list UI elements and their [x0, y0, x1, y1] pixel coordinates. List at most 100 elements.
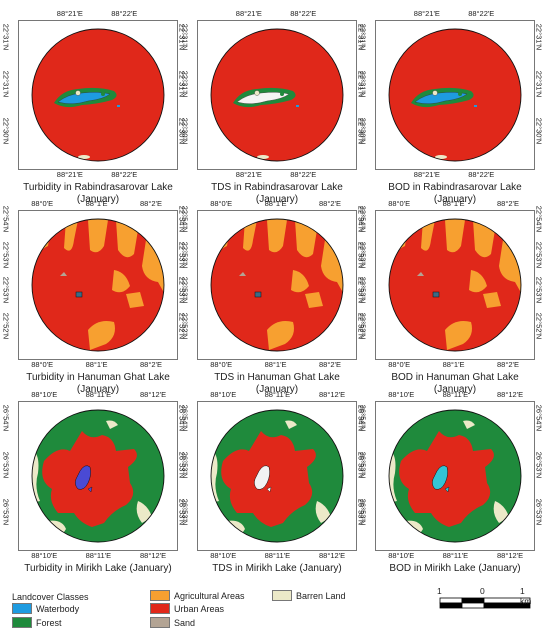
map-panel-r1-c1: 88°21'E 88°22'E 88°21'E 88°22'E 22°31'N 22°31…	[1, 9, 186, 202]
lat-tick-left: 26°53'N	[1, 451, 11, 478]
legend-item: Forest	[12, 617, 62, 628]
legend-title: Landcover Classes	[12, 592, 89, 602]
lon-tick-bottom: 88°21'E	[56, 170, 83, 179]
scale-label-right: 1 km	[520, 586, 532, 606]
legend-label: Waterbody	[36, 603, 80, 614]
lat-tick-left: 26°53'N	[358, 498, 368, 525]
lat-tick-left: 22°52'N	[1, 312, 11, 340]
lon-tick-top: 88°21'E	[413, 9, 440, 18]
lon-tick-bottom: 88°22'E	[290, 170, 317, 179]
lon-tick-top: 88°10'E	[210, 390, 237, 399]
landcover-map	[375, 401, 535, 551]
lat-tick-left: 22°53'N	[180, 241, 190, 268]
lat-tick-right: 26°54'N	[534, 404, 544, 432]
landcover-map	[197, 20, 357, 170]
lat-tick-left: 26°54'N	[1, 404, 11, 432]
lat-tick-left: 22°30'N	[180, 117, 190, 144]
legend-swatch	[150, 617, 170, 628]
lat-tick-right: 22°31'N	[534, 70, 544, 97]
lon-tick-top: 88°12'E	[497, 390, 524, 399]
lon-tick-top: 88°10'E	[31, 390, 58, 399]
map-caption: Turbidity in Hanuman Ghat Lake (January)	[26, 372, 170, 395]
lat-tick-left: 22°31'N	[358, 70, 368, 97]
landcover-map	[18, 20, 178, 170]
lat-tick-right: 22°53'N	[534, 277, 544, 304]
lon-tick-top: 88°2'E	[497, 199, 519, 208]
lat-tick-left: 22°30'N	[358, 117, 368, 144]
lat-tick-right: 22°52'N	[534, 312, 544, 340]
lat-tick-right: 26°53'N	[534, 498, 544, 525]
lat-tick-right: 22°30'N	[534, 117, 544, 144]
lon-tick-bottom: 88°0'E	[388, 360, 411, 369]
lon-tick-top: 88°12'E	[319, 390, 346, 399]
lon-tick-top: 88°0'E	[388, 199, 411, 208]
lon-tick-bottom: 88°0'E	[31, 360, 54, 369]
lon-tick-bottom: 88°11'E	[85, 551, 112, 560]
legend-item: Agricultural Areas	[150, 590, 245, 601]
map-caption: BOD in Rabindrasarovar Lake (January)	[388, 182, 522, 205]
map-panel-r2-c3: 88°0'E 88°1'E 88°2'E 88°0'E 88°1'E 88°2'E 22°5…	[358, 199, 543, 392]
lon-tick-top: 88°1'E	[442, 199, 465, 208]
legend-label: Forest	[36, 617, 62, 628]
lon-tick-top: 88°1'E	[85, 199, 108, 208]
map-panel-r3-c1: 88°10'E 88°11'E 88°12'E 88°10'E 88°11'E 88°12…	[1, 390, 186, 583]
lon-tick-bottom: 88°2'E	[140, 360, 162, 369]
landcover-map	[197, 401, 357, 551]
scale-label-zero: 0	[480, 586, 485, 596]
legend-swatch	[150, 603, 170, 614]
landcover-map	[18, 210, 178, 360]
landcover-map	[375, 210, 535, 360]
lat-tick-left: 22°54'N	[1, 205, 11, 233]
legend-swatch	[272, 590, 292, 601]
lat-tick-left: 22°31'N	[1, 23, 11, 51]
map-caption: TDS in Hanuman Ghat Lake (January)	[214, 372, 340, 395]
lon-tick-bottom: 88°22'E	[468, 170, 495, 179]
map-caption: BOD in Mirikh Lake (January)	[389, 563, 521, 574]
lon-tick-top: 88°2'E	[319, 199, 341, 208]
legend-label: Urban Areas	[174, 603, 225, 614]
lon-tick-top: 88°11'E	[264, 390, 291, 399]
lon-tick-bottom: 88°1'E	[442, 360, 465, 369]
lat-tick-left: 22°31'N	[180, 23, 190, 51]
legend-item: Urban Areas	[150, 603, 224, 614]
lon-tick-bottom: 88°12'E	[497, 551, 524, 560]
legend-item: Sand	[150, 617, 195, 628]
lat-tick-left: 22°31'N	[358, 23, 368, 51]
lon-tick-top: 88°10'E	[388, 390, 415, 399]
lat-tick-left: 26°53'N	[180, 498, 190, 525]
legend-swatch	[12, 603, 32, 614]
lon-tick-top: 88°11'E	[85, 390, 112, 399]
map-panel-r1-c2: 88°21'E 88°22'E 88°21'E 88°22'E 22°31'N 22°31…	[180, 9, 365, 202]
lon-tick-bottom: 88°1'E	[264, 360, 287, 369]
lat-tick-right: 22°31'N	[534, 23, 544, 51]
lon-tick-top: 88°22'E	[111, 9, 138, 18]
scale-label-left: 1	[437, 586, 442, 596]
lon-tick-bottom: 88°11'E	[264, 551, 291, 560]
lon-tick-bottom: 88°2'E	[319, 360, 341, 369]
map-caption: Turbidity in Mirikh Lake (January)	[24, 563, 172, 574]
lon-tick-bottom: 88°21'E	[413, 170, 440, 179]
landcover-map	[197, 210, 357, 360]
lon-tick-bottom: 88°10'E	[388, 551, 415, 560]
lon-tick-top: 88°2'E	[140, 199, 162, 208]
lon-tick-bottom: 88°2'E	[497, 360, 519, 369]
lon-tick-bottom: 88°10'E	[210, 551, 237, 560]
lat-tick-left: 26°53'N	[358, 451, 368, 478]
lat-tick-left: 22°31'N	[180, 70, 190, 97]
lat-tick-left: 26°53'N	[180, 451, 190, 478]
map-caption: TDS in Rabindrasarovar Lake (January)	[211, 182, 343, 205]
legend-item: Barren Land	[272, 590, 346, 601]
lat-tick-left: 22°31'N	[1, 70, 11, 97]
lon-tick-bottom: 88°12'E	[140, 551, 167, 560]
lon-tick-top: 88°11'E	[442, 390, 469, 399]
lat-tick-left: 26°54'N	[180, 404, 190, 432]
legend-item: Waterbody	[12, 603, 79, 614]
map-panel-r3-c2: 88°10'E 88°11'E 88°12'E 88°10'E 88°11'E 88°12…	[180, 390, 365, 583]
lon-tick-top: 88°22'E	[468, 9, 495, 18]
landcover-map	[18, 401, 178, 551]
lon-tick-bottom: 88°21'E	[235, 170, 262, 179]
lon-tick-top: 88°21'E	[235, 9, 262, 18]
lat-tick-left: 26°54'N	[358, 404, 368, 432]
lat-tick-left: 22°54'N	[358, 205, 368, 233]
lon-tick-bottom: 88°10'E	[31, 551, 58, 560]
